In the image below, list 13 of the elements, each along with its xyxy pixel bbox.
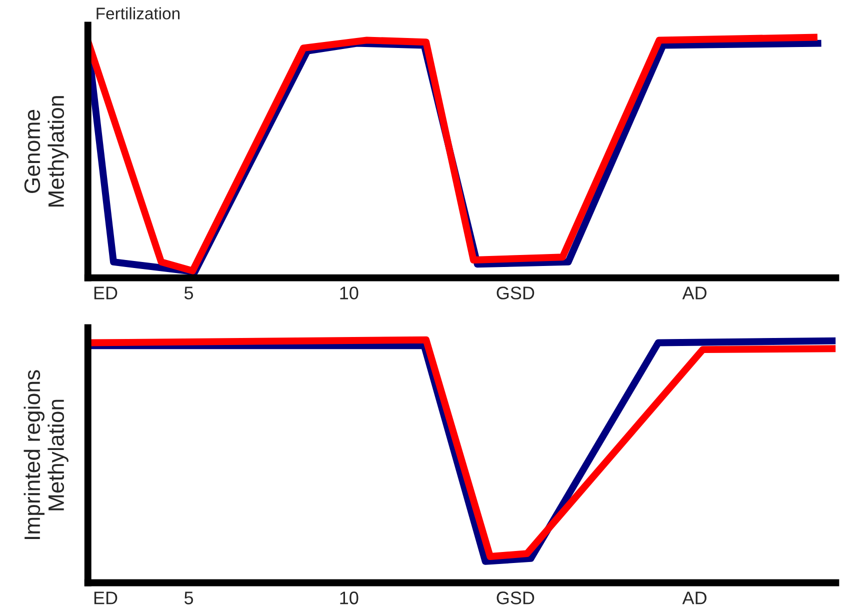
- y-axis-title: Imprinted regions Methylation: [24, 370, 68, 540]
- x-tick-label: 5: [184, 286, 194, 300]
- x-tick-label: ED: [94, 592, 118, 604]
- x-tick-label: 10: [340, 592, 358, 604]
- x-tick-label: GSD: [496, 286, 534, 300]
- x-tick-label: AD: [682, 286, 706, 300]
- x-tick-label: ED: [94, 286, 118, 300]
- x-tick-label: 10: [340, 286, 358, 300]
- text: Fertilization: [96, 7, 180, 20]
- x-tick-label: GSD: [496, 592, 534, 604]
- x-tick-label: 5: [184, 592, 194, 604]
- x-tick-label: AD: [682, 592, 706, 604]
- y-axis-title: Genome Methylation: [24, 96, 68, 207]
